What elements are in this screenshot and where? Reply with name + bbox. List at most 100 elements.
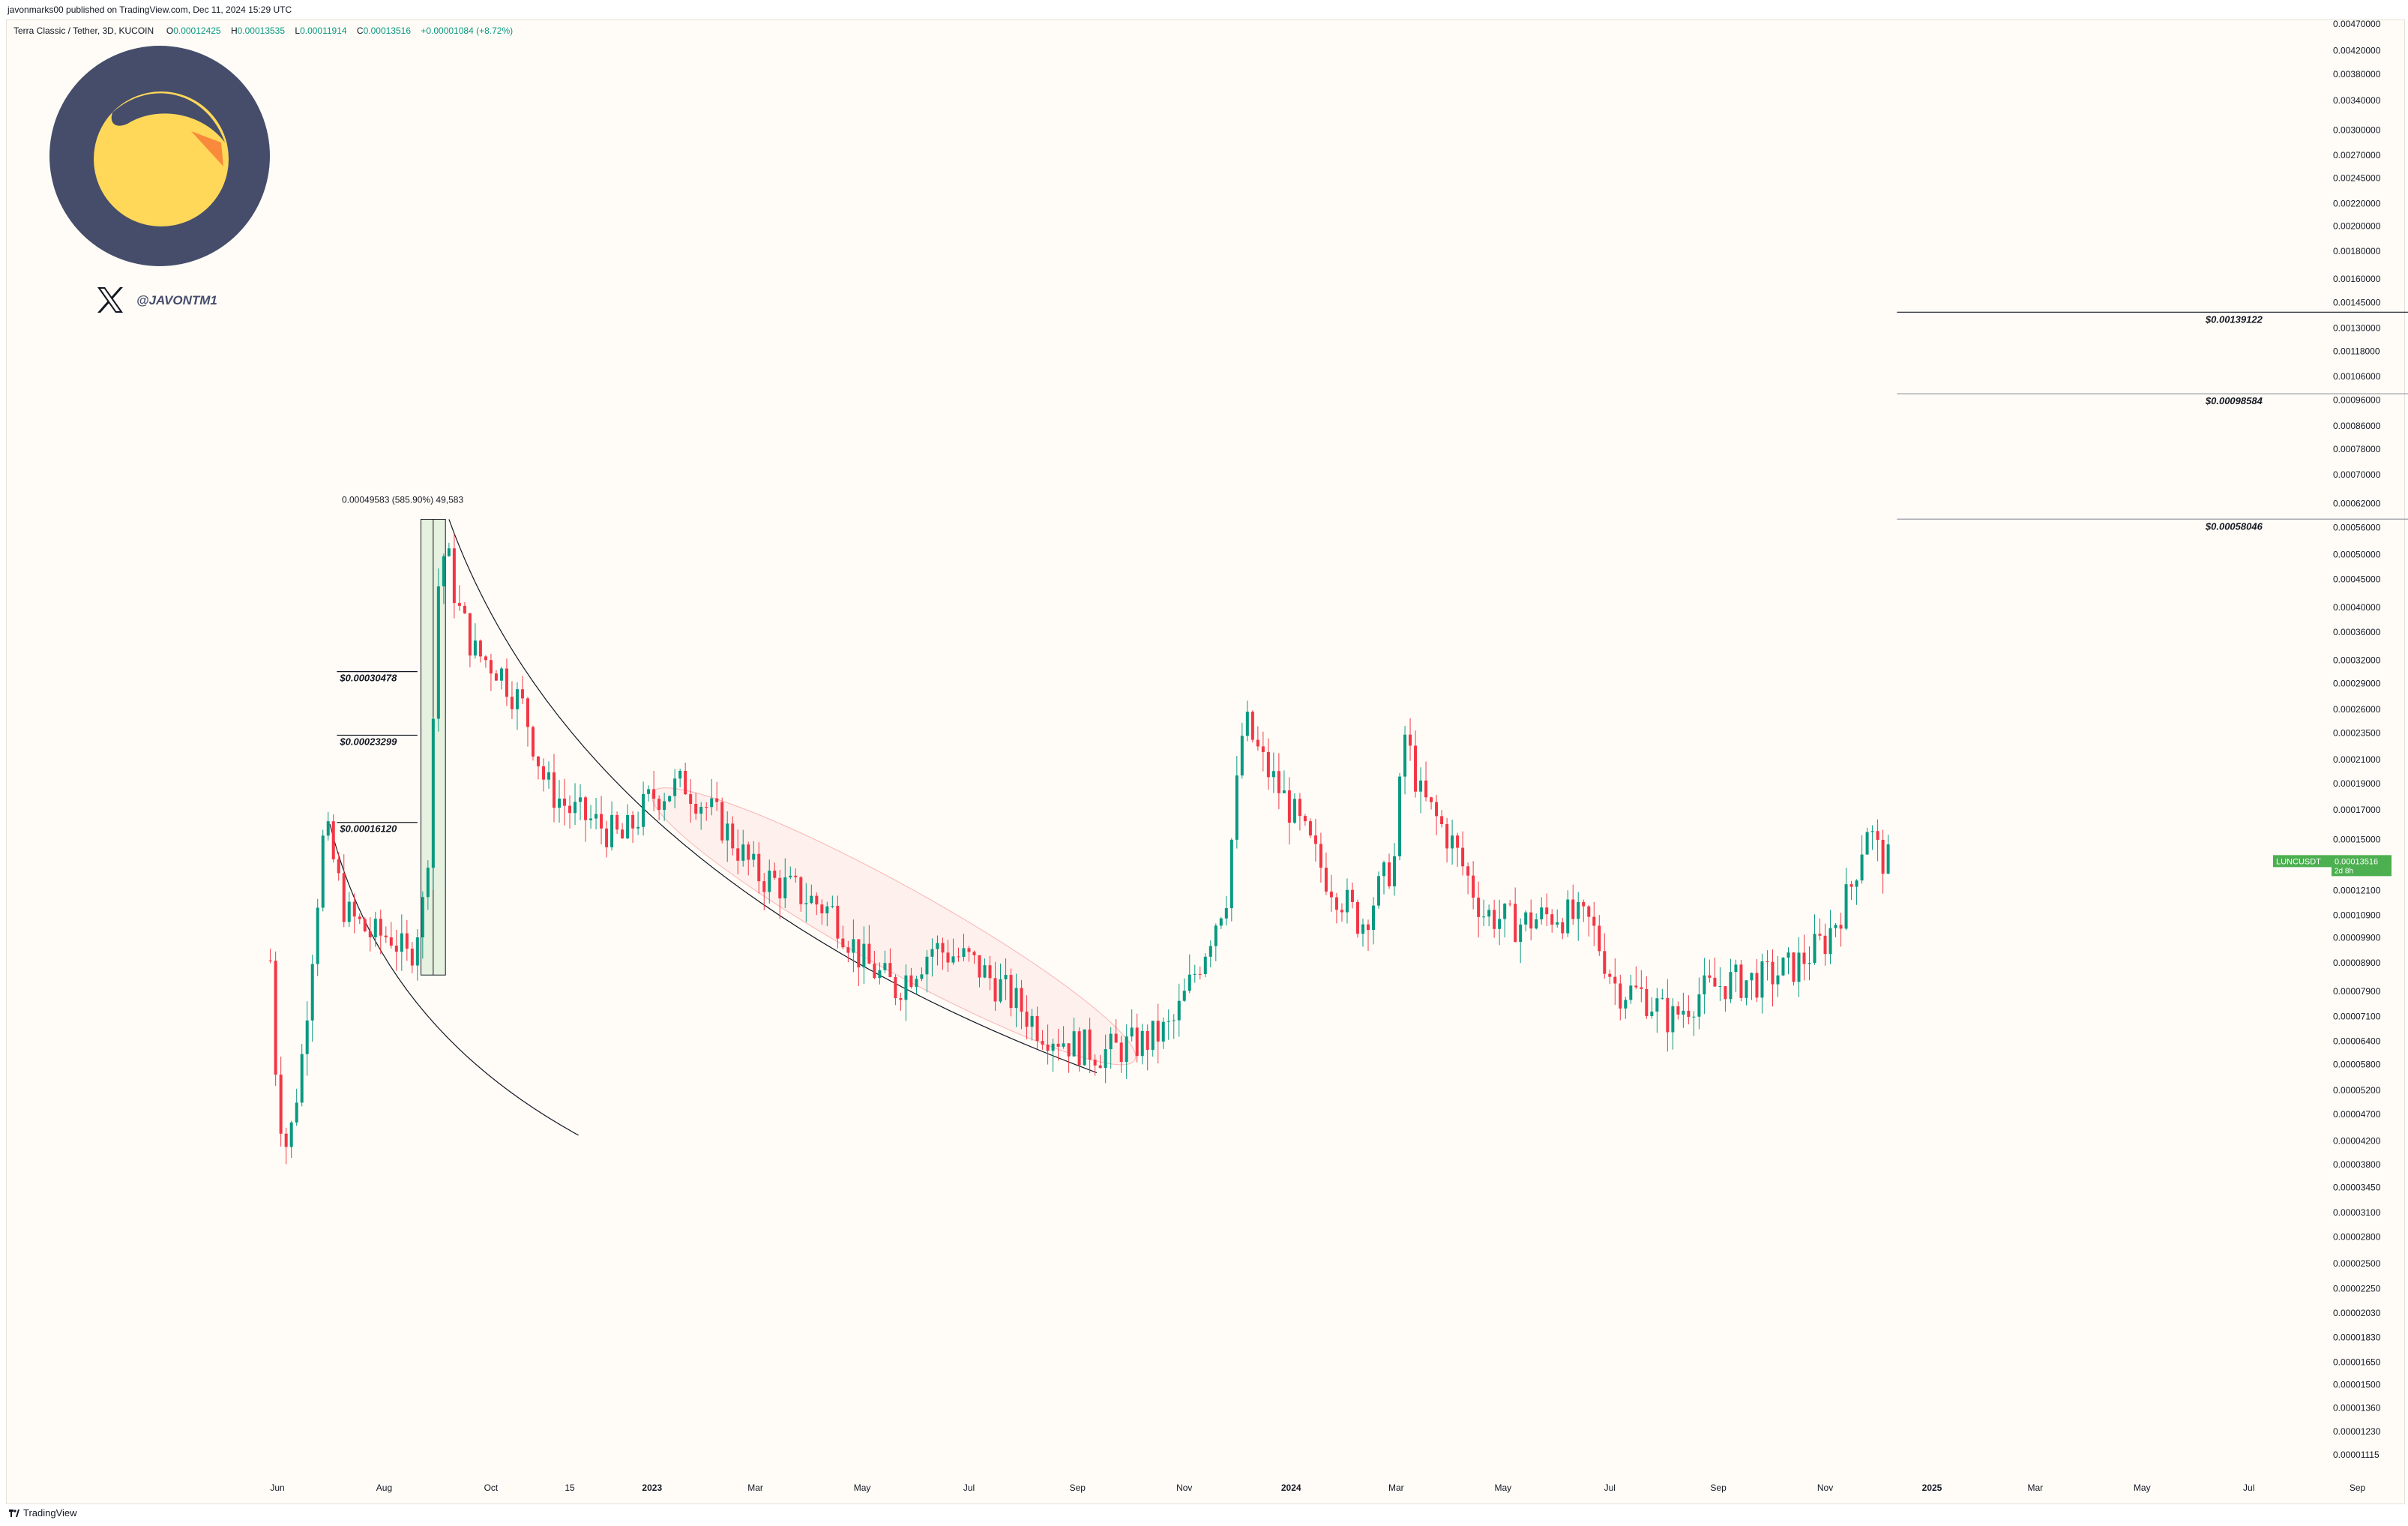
candle-body <box>1109 1033 1113 1050</box>
candle-body <box>279 1075 283 1134</box>
candle-body <box>405 933 409 949</box>
candle-body <box>1708 975 1712 978</box>
x-tick-label: 15 <box>565 1483 575 1493</box>
candle-body <box>321 835 325 908</box>
candle-body <box>836 906 840 939</box>
candle-body <box>1298 799 1301 817</box>
candle-body <box>999 979 1002 1002</box>
candle-body <box>1277 771 1280 793</box>
candle-body <box>1718 986 1722 988</box>
candle-body <box>1493 910 1496 929</box>
candle-body <box>1535 919 1538 929</box>
terra-luna-logo-icon <box>49 46 270 266</box>
candle-body <box>978 955 981 978</box>
candle-body <box>1245 712 1249 736</box>
tradingview-brand[interactable]: TradingView <box>9 1507 77 1519</box>
candle-body <box>515 689 519 709</box>
x-tick-label: Aug <box>376 1483 392 1493</box>
candle-body <box>1292 799 1296 823</box>
y-tick-label: 0.00009900 <box>2333 933 2381 943</box>
candle-body <box>1167 1021 1170 1022</box>
candle-body <box>1130 1027 1134 1037</box>
y-tick-label: 0.00015000 <box>2333 834 2381 844</box>
candle-body <box>1760 961 1764 998</box>
candle-body <box>757 853 761 882</box>
candle-body <box>468 613 472 656</box>
candle-body <box>773 871 777 878</box>
candle-body <box>768 871 771 892</box>
candle-body <box>804 903 808 904</box>
candle-body <box>1703 975 1706 995</box>
candle-body <box>1051 1043 1055 1051</box>
candle-body <box>1313 835 1317 844</box>
twitter-handle: @JAVONTM1 <box>136 293 217 307</box>
candle-body <box>563 798 567 806</box>
candle-body <box>1571 899 1575 919</box>
candle-body <box>1750 973 1754 981</box>
candle-body <box>636 826 640 829</box>
candle-body <box>310 964 314 1021</box>
candle-body <box>652 789 656 799</box>
y-tick-label: 0.00096000 <box>2333 394 2381 405</box>
time-axis[interactable]: Jun Aug Oct 15 2023 Mar May Jul Sep Nov 2024 Mar May… <box>270 1483 2408 1493</box>
candle-body <box>1755 973 1759 998</box>
candle-body <box>1072 1031 1076 1057</box>
candle-body <box>1214 925 1217 946</box>
decay-curve <box>448 519 1098 1074</box>
candle-body <box>1545 907 1549 915</box>
y-tick-label: 0.00029000 <box>2333 678 2381 688</box>
y-tick-label: 0.00001115 <box>2333 1450 2380 1460</box>
candle-body <box>1860 854 1864 881</box>
candle-body <box>1156 1021 1160 1042</box>
candle-body <box>1334 897 1338 910</box>
candle-body <box>1781 958 1785 976</box>
candle-body <box>274 961 277 1075</box>
symbol-name[interactable]: Terra Classic / Tether, 3D, KUCOIN <box>13 25 154 36</box>
candle-body <box>410 949 414 966</box>
ohlc-open-value: 0.00012425 <box>173 25 221 36</box>
candle-body <box>857 939 861 968</box>
candle-body <box>883 963 887 970</box>
candle-body <box>510 697 514 709</box>
candle-body <box>1261 746 1265 752</box>
candle-body <box>1382 862 1386 877</box>
y-tick-label: 0.00006400 <box>2333 1036 2381 1046</box>
candle-body <box>600 814 603 829</box>
candle-body <box>778 877 782 899</box>
candle-body <box>536 756 540 766</box>
ohlc-high-label: H <box>230 25 238 36</box>
candle-body <box>731 823 735 849</box>
candle-body <box>1624 1000 1628 1009</box>
candle-body <box>647 789 651 794</box>
candle-body <box>568 805 572 814</box>
chart-pane[interactable] <box>6 19 2405 1504</box>
candle-body <box>684 770 687 795</box>
y-tick-label: 0.00245000 <box>2333 173 2381 184</box>
candle-body <box>584 797 588 820</box>
candle-body <box>810 895 813 904</box>
candle-body <box>1098 1065 1102 1069</box>
x-tick-label: Sep <box>1710 1483 1727 1493</box>
candle-body <box>1020 988 1023 1012</box>
candle-body <box>1403 734 1407 777</box>
candle-body <box>694 803 698 814</box>
candle-body <box>1687 1010 1691 1018</box>
x-tick-label: Nov <box>1176 1483 1192 1493</box>
candle-body <box>1645 988 1649 1016</box>
y-tick-label: 0.00002800 <box>2333 1231 2381 1242</box>
candle-body <box>1193 973 1197 975</box>
candle-body <box>1303 816 1307 822</box>
candle-body <box>1482 916 1486 918</box>
candle-body <box>1135 1027 1139 1057</box>
candle-body <box>1834 925 1837 928</box>
candle-body <box>831 906 834 907</box>
price-axis[interactable]: 0.00470000 0.00420000 0.00380000 0.00340000… <box>2333 19 2381 1460</box>
candle-body <box>1556 922 1559 925</box>
candle-body <box>1041 1041 1044 1045</box>
candle-body <box>1056 1043 1060 1047</box>
candle-body <box>1855 880 1858 887</box>
x-tick-label: Jun <box>270 1483 284 1493</box>
y-tick-label: 0.00078000 <box>2333 444 2381 454</box>
candle-body <box>342 873 346 922</box>
